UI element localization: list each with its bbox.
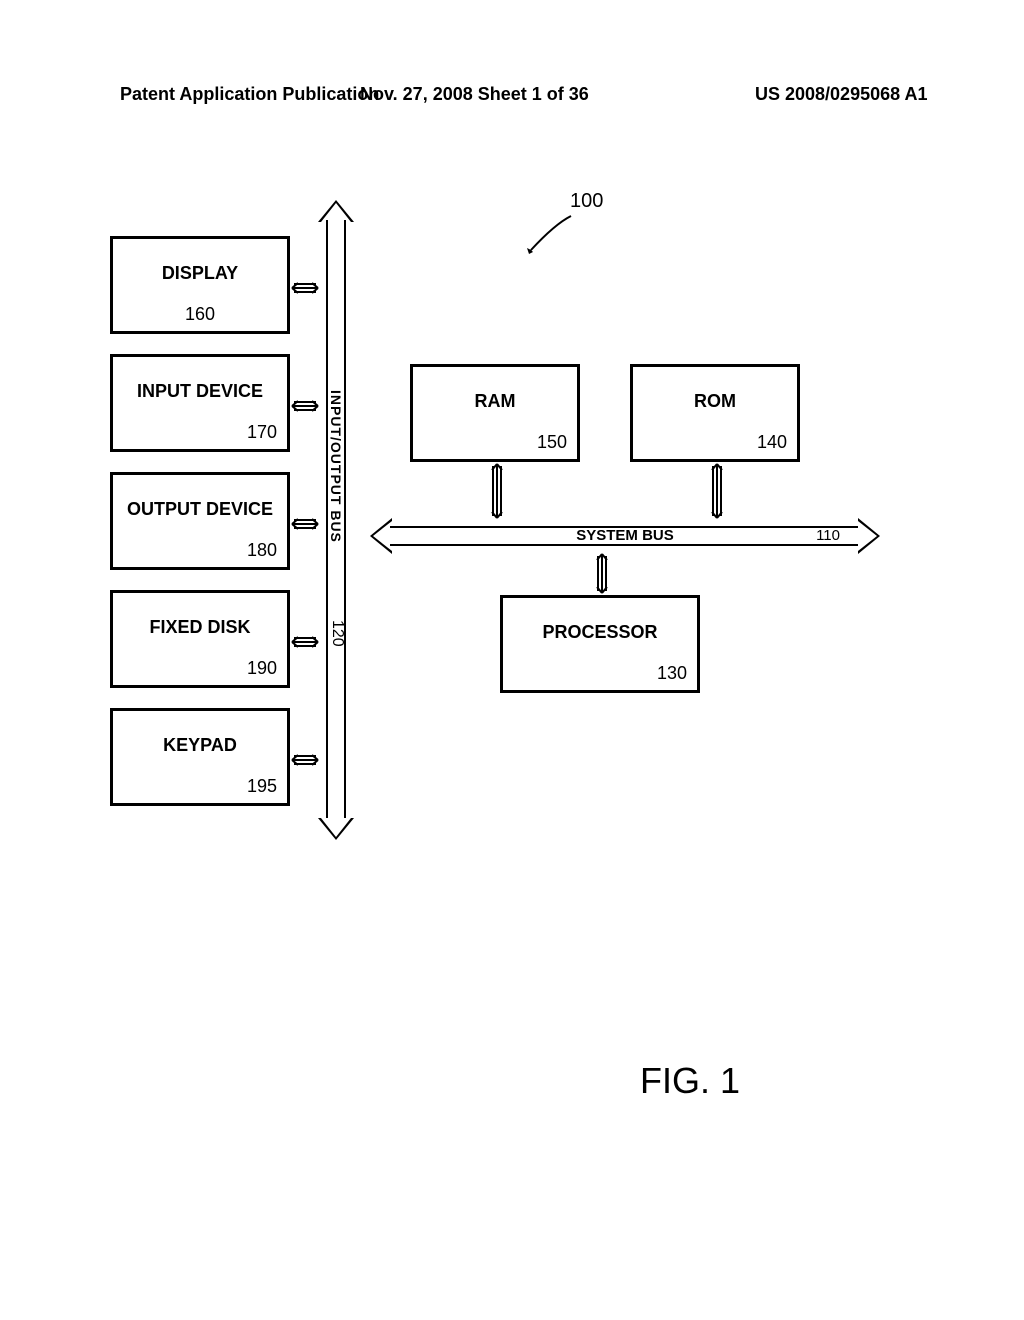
header-right: US 2008/0295068 A1 xyxy=(755,84,927,105)
block-fixed-label: FIXED DISK xyxy=(149,617,250,638)
connector-display-bus xyxy=(290,278,320,294)
block-output-ref: 180 xyxy=(247,540,277,561)
block-display-ref: 160 xyxy=(113,304,287,325)
connector-output-bus xyxy=(290,514,320,530)
block-rom: ROM 140 xyxy=(630,364,800,462)
io-bus: INPUT/OUTPUT BUS 120 xyxy=(320,200,352,840)
block-processor-ref: 130 xyxy=(657,663,687,684)
block-output-label: OUTPUT DEVICE xyxy=(127,499,273,520)
block-input-ref: 170 xyxy=(247,422,277,443)
block-input-device: INPUT DEVICE 170 xyxy=(110,354,290,452)
callout-ref-100: 100 xyxy=(570,190,603,213)
block-rom-ref: 140 xyxy=(757,432,787,453)
block-input-label: INPUT DEVICE xyxy=(137,381,263,402)
block-keypad: KEYPAD 195 xyxy=(110,708,290,806)
system-bus-ref: 110 xyxy=(816,527,840,544)
bus-arrowhead-up-icon xyxy=(318,200,354,222)
block-keypad-label: KEYPAD xyxy=(163,735,237,756)
block-processor-label: PROCESSOR xyxy=(542,622,657,643)
callout-leader-line xyxy=(525,214,573,254)
bus-arrowhead-down-icon xyxy=(318,818,354,840)
block-fixed-disk: FIXED DISK 190 xyxy=(110,590,290,688)
diagram: 100 INPUT/OUTPUT BUS 120 DISPLAY 160 INP… xyxy=(110,200,910,1000)
block-display: DISPLAY 160 xyxy=(110,236,290,334)
connector-keypad-bus xyxy=(290,750,320,766)
system-bus-label: SYSTEM BUS xyxy=(370,527,880,544)
connector-ram-sysbus xyxy=(487,462,503,520)
connector-rom-sysbus xyxy=(707,462,723,520)
io-bus-ref: 120 xyxy=(328,620,346,647)
connector-processor-sysbus xyxy=(592,552,608,595)
header-center: Nov. 27, 2008 Sheet 1 of 36 xyxy=(360,84,589,105)
block-keypad-ref: 195 xyxy=(247,776,277,797)
block-processor: PROCESSOR 130 xyxy=(500,595,700,693)
connector-input-bus xyxy=(290,396,320,412)
block-ram-ref: 150 xyxy=(537,432,567,453)
io-bus-label: INPUT/OUTPUT BUS xyxy=(328,390,344,543)
header-left: Patent Application Publication xyxy=(120,84,379,105)
system-bus: SYSTEM BUS 110 xyxy=(370,520,880,552)
block-output-device: OUTPUT DEVICE 180 xyxy=(110,472,290,570)
block-display-label: DISPLAY xyxy=(162,263,238,284)
connector-fixed-bus xyxy=(290,632,320,648)
block-rom-label: ROM xyxy=(694,391,736,412)
figure-label: FIG. 1 xyxy=(640,1060,740,1102)
block-fixed-ref: 190 xyxy=(247,658,277,679)
block-ram: RAM 150 xyxy=(410,364,580,462)
block-ram-label: RAM xyxy=(475,391,516,412)
